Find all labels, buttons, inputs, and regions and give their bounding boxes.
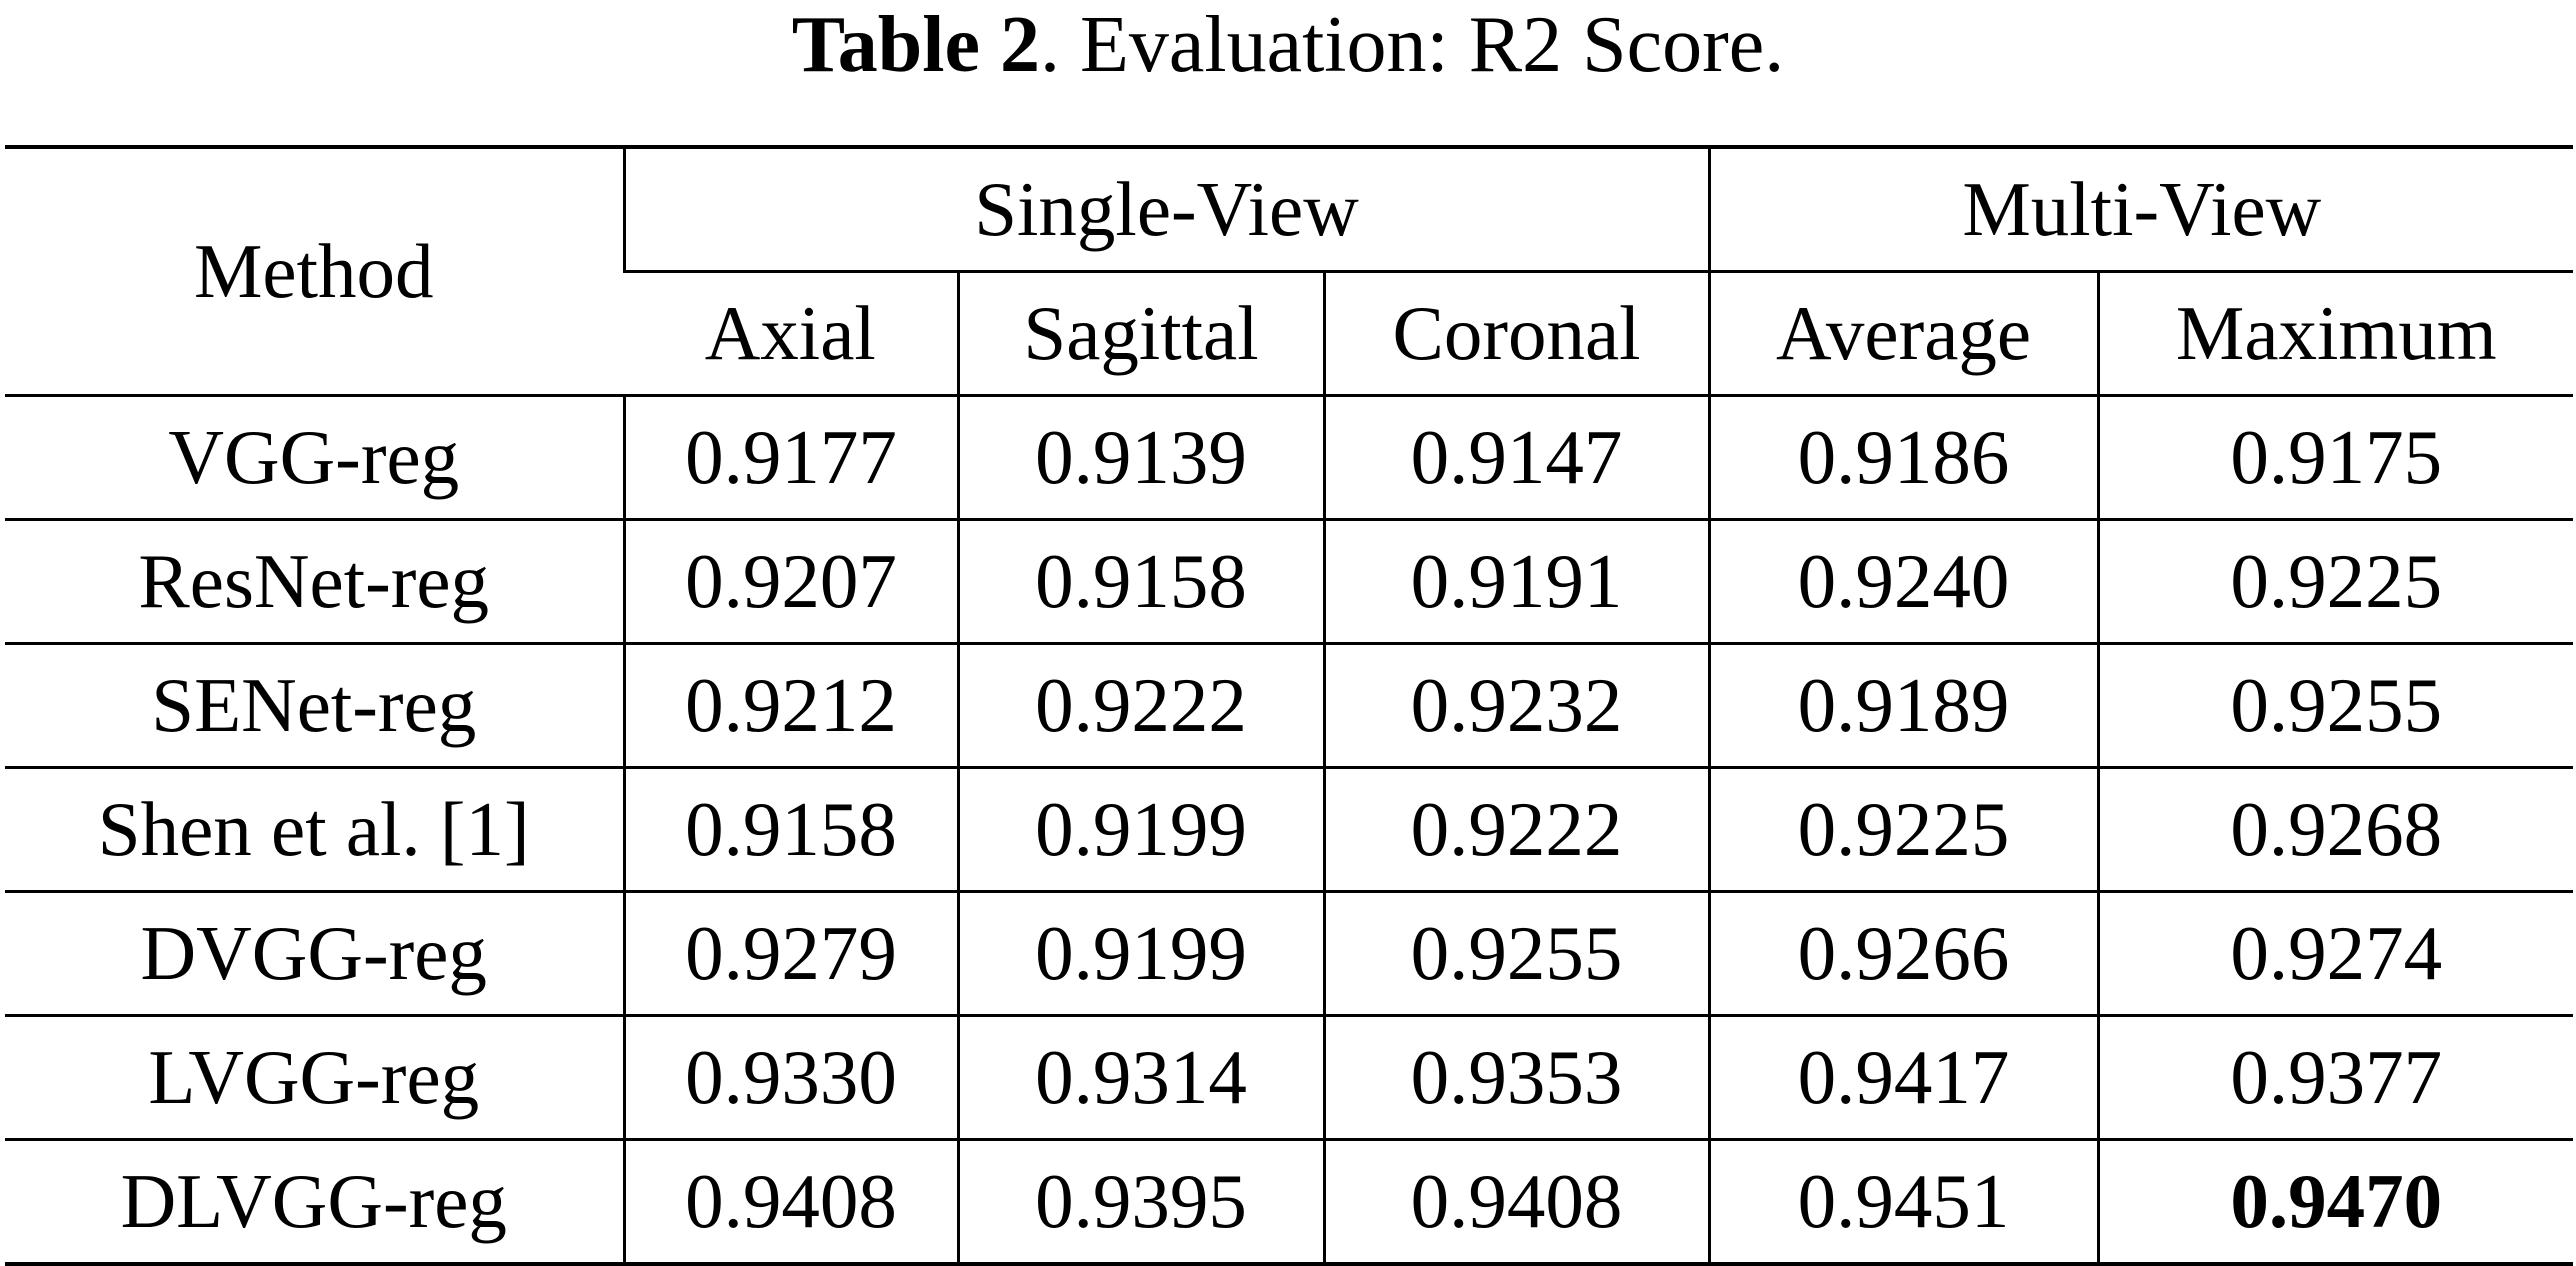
header-row: Axial Sagittal Coronal Average Maximum: [5, 270, 2574, 396]
score-cell: 0.9175: [2096, 394, 2574, 520]
score-cell: 0.9186: [1707, 394, 2099, 520]
score-cell: 0.9207: [622, 518, 958, 644]
score-cell: 0.9225: [2096, 518, 2574, 644]
data-row: DVGG-reg 0.9279 0.9199 0.9255 0.9266 0.9274: [5, 890, 2574, 1016]
score-cell: 0.9191: [1322, 518, 1710, 644]
header-cell: Method: [5, 145, 624, 396]
method-cell: LVGG-reg: [5, 1014, 624, 1140]
method-cell: Shen et al. [1]: [5, 766, 624, 892]
caption: Table 2. Evaluation: R2 Score.: [0, 0, 2576, 100]
method-cell: SENet-reg: [5, 642, 624, 768]
score-cell: 0.9266: [1707, 890, 2099, 1016]
data-row: ResNet-reg 0.9207 0.9158 0.9191 0.9240 0.9225: [5, 518, 2574, 644]
score-cell: 0.9177: [622, 394, 958, 520]
data-row: Shen et al. [1] 0.9158 0.9199 0.9222 0.9225 0…: [5, 766, 2574, 892]
column-header: Axial: [624, 270, 958, 396]
method-cell: VGG-reg: [5, 394, 624, 520]
score-cell: 0.9408: [622, 1138, 958, 1266]
score-cell: 0.9470: [2096, 1138, 2574, 1266]
method-cell: DVGG-reg: [5, 890, 624, 1016]
column-header: Average: [1707, 270, 2099, 396]
data-row: DLVGG-reg 0.9408 0.9395 0.9408 0.9451 0.9470: [5, 1138, 2574, 1266]
score-cell: 0.9255: [2096, 642, 2574, 768]
score-cell: 0.9225: [1707, 766, 2099, 892]
score-cell: 0.9158: [956, 518, 1324, 644]
score-cell: 0.9417: [1707, 1014, 2099, 1140]
score-cell: 0.9395: [956, 1138, 1324, 1266]
column-header: Sagittal: [956, 270, 1324, 396]
caption-text: . Evaluation: R2 Score.: [1039, 1, 1785, 89]
score-cell: 0.9353: [1322, 1014, 1710, 1140]
header-row: Method Single-View Multi-View: [5, 145, 2574, 396]
score-cell: 0.9222: [1322, 766, 1710, 892]
score-cell: 0.9268: [2096, 766, 2574, 892]
score-cell: 0.9330: [622, 1014, 958, 1140]
score-cell: 0.9279: [622, 890, 958, 1016]
caption-label: Table 2: [791, 1, 1040, 89]
score-cell: 0.9255: [1322, 890, 1710, 1016]
score-cell: 0.9189: [1707, 642, 2099, 768]
score-cell: 0.9199: [956, 766, 1324, 892]
column-header: Coronal: [1322, 270, 1710, 396]
score-cell: 0.9451: [1707, 1138, 2099, 1266]
score-cell: 0.9212: [622, 642, 958, 768]
data-row: SENet-reg 0.9212 0.9222 0.9232 0.9189 0.9255: [5, 642, 2574, 768]
score-cell: 0.9240: [1707, 518, 2099, 644]
score-cell: 0.9222: [956, 642, 1324, 768]
column-header: Maximum: [2096, 270, 2574, 396]
group-header: Single-View: [622, 145, 1710, 272]
score-cell: 0.9377: [2096, 1014, 2574, 1140]
score-cell: 0.9408: [1322, 1138, 1710, 1266]
score-cell: 0.9147: [1322, 394, 1710, 520]
data-row: VGG-reg 0.9177 0.9139 0.9147 0.9186 0.9175: [5, 394, 2574, 520]
score-cell: 0.9139: [956, 394, 1324, 520]
score-cell: 0.9199: [956, 890, 1324, 1016]
results-table: Method Single-View Multi-View Axial Sagittal…: [5, 145, 2574, 1266]
score-cell: 0.9158: [622, 766, 958, 892]
data-row: LVGG-reg 0.9330 0.9314 0.9353 0.9417 0.9377: [5, 1014, 2574, 1140]
score-cell: 0.9274: [2096, 890, 2574, 1016]
score-cell: 0.9314: [956, 1014, 1324, 1140]
group-header: Multi-View: [1707, 145, 2574, 272]
score-cell: 0.9232: [1322, 642, 1710, 768]
method-cell: ResNet-reg: [5, 518, 624, 644]
method-cell: DLVGG-reg: [5, 1138, 624, 1266]
